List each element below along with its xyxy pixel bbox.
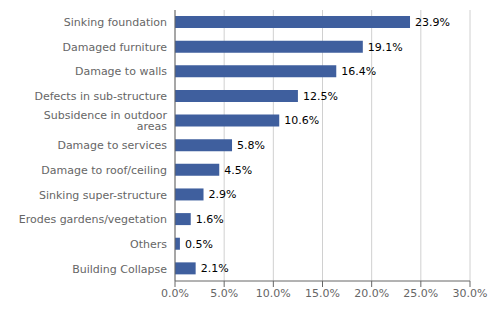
svg-text:12.5%: 12.5% <box>303 90 338 103</box>
svg-text:30.0%: 30.0% <box>453 287 488 300</box>
svg-text:5.0%: 5.0% <box>210 287 238 300</box>
svg-text:4.5%: 4.5% <box>224 164 252 177</box>
svg-text:Damage to roof/ceiling: Damage to roof/ceiling <box>41 164 167 177</box>
svg-text:Sinking super-structure: Sinking super-structure <box>39 189 167 202</box>
svg-text:Damage to walls: Damage to walls <box>75 65 167 78</box>
svg-text:5.8%: 5.8% <box>237 139 265 152</box>
svg-text:Erodes gardens/vegetation: Erodes gardens/vegetation <box>19 213 167 226</box>
svg-text:25.0%: 25.0% <box>403 287 438 300</box>
svg-text:2.1%: 2.1% <box>201 262 229 275</box>
svg-text:0.0%: 0.0% <box>161 287 189 300</box>
svg-text:23.9%: 23.9% <box>415 16 450 29</box>
svg-text:15.0%: 15.0% <box>305 287 340 300</box>
svg-text:2.9%: 2.9% <box>209 188 237 201</box>
svg-text:10.0%: 10.0% <box>256 287 291 300</box>
svg-text:Defects in sub-structure: Defects in sub-structure <box>34 90 167 103</box>
svg-text:10.6%: 10.6% <box>284 114 319 127</box>
svg-text:0.5%: 0.5% <box>185 238 213 251</box>
svg-text:Sinking foundation: Sinking foundation <box>64 16 167 29</box>
svg-text:1.6%: 1.6% <box>196 213 224 226</box>
svg-text:Damage to services: Damage to services <box>57 139 167 152</box>
svg-text:16.4%: 16.4% <box>341 65 376 78</box>
svg-text:Others: Others <box>130 238 167 251</box>
svg-text:Damaged furniture: Damaged furniture <box>63 41 168 54</box>
svg-text:19.1%: 19.1% <box>368 41 403 54</box>
svg-text:Building Collapse: Building Collapse <box>72 263 167 276</box>
svg-text:Subsidence in outdoorareas: Subsidence in outdoorareas <box>44 109 168 133</box>
svg-text:20.0%: 20.0% <box>354 287 389 300</box>
